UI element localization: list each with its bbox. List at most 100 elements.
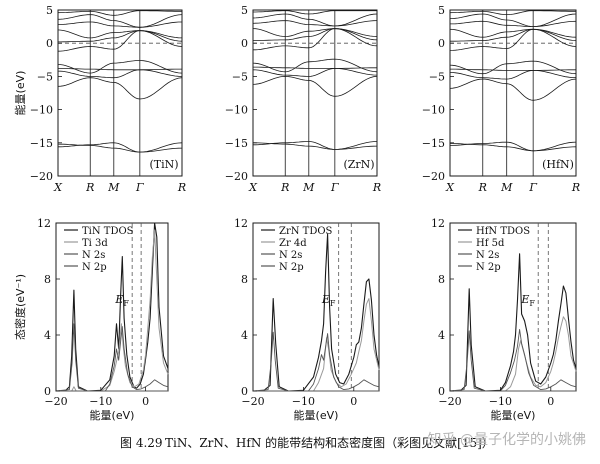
kpoint-label: R <box>372 181 381 194</box>
y-tick-label: 4 <box>241 329 248 342</box>
band-line <box>58 21 182 28</box>
band-line <box>449 69 577 80</box>
band-line <box>449 141 577 152</box>
y-tick-label: −15 <box>225 137 248 150</box>
kpoint-label: X <box>53 181 63 194</box>
y-tick-label: 8 <box>44 273 51 286</box>
y-tick-label: −5 <box>37 70 53 83</box>
band-line <box>450 20 577 27</box>
legend-label: N 2s <box>279 250 302 261</box>
band-line <box>253 66 377 69</box>
band-line <box>253 10 377 15</box>
kpoint-label: R <box>177 181 186 194</box>
band-line <box>57 14 183 28</box>
y-tick-label: 0 <box>46 37 53 50</box>
watermark: 知乎 @量子化学的小姚佛 <box>427 432 586 448</box>
y-tick-label: 8 <box>241 273 248 286</box>
y-tick-label: −20 <box>30 170 53 183</box>
band-line <box>58 30 183 43</box>
band-line <box>449 28 577 38</box>
x-tick-label: −20 <box>438 395 461 408</box>
dos-series-1 <box>253 298 380 392</box>
dos-series-2 <box>252 331 379 392</box>
y-tick-label: 12 <box>431 217 445 230</box>
dos-y-axis-label: 态密度(eV⁻¹) <box>13 274 27 340</box>
legend-label: HfN TDOS <box>476 226 530 237</box>
y-tick-label: 0 <box>241 385 248 398</box>
kpoint-label: R <box>571 181 580 194</box>
dos-series-0 <box>450 253 577 392</box>
legend-label: N 2s <box>476 250 499 261</box>
dos-x-axis-label: 能量(eV) <box>90 408 135 422</box>
y-tick-label: −20 <box>422 170 445 183</box>
y-tick-label: −10 <box>225 104 248 117</box>
legend-label: N 2s <box>82 250 105 261</box>
kpoint-label: M <box>302 181 315 194</box>
y-tick-label: −5 <box>429 70 445 83</box>
band-line <box>449 28 577 51</box>
y-tick-label: 4 <box>438 329 445 342</box>
band-line <box>57 30 183 52</box>
kpoint-label: R <box>280 181 289 194</box>
fermi-annotation-subscript: F <box>123 299 129 308</box>
y-tick-label: 8 <box>438 273 445 286</box>
band-line <box>58 68 182 71</box>
band-line <box>252 75 378 97</box>
legend-label: Zr 4d <box>279 238 307 249</box>
fermi-annotation: EF <box>520 293 535 308</box>
band-line <box>252 20 378 27</box>
x-tick-label: 0 <box>142 395 149 408</box>
legend-label: N 2p <box>476 262 501 273</box>
band-line <box>252 58 378 73</box>
kpoint-label: R <box>478 181 487 194</box>
band-line <box>450 13 577 28</box>
kpoint-label: X <box>248 181 258 194</box>
fermi-annotation: EF <box>114 293 129 308</box>
dos-series-3 <box>56 326 169 392</box>
y-tick-label: 5 <box>241 4 248 17</box>
y-tick-label: 0 <box>438 37 445 50</box>
x-tick-label: −20 <box>241 395 264 408</box>
band-line <box>58 142 183 153</box>
legend-label: TiN TDOS <box>82 226 134 237</box>
fermi-annotation-subscript: F <box>330 299 336 308</box>
band-line <box>253 28 378 51</box>
kpoint-label: M <box>500 181 513 194</box>
y-tick-label: −10 <box>422 104 445 117</box>
x-tick-label: −20 <box>44 395 67 408</box>
x-tick-label: 0 <box>350 395 357 408</box>
band-line <box>57 69 183 79</box>
band-frame <box>252 9 378 177</box>
dos-x-axis-label: 能量(eV) <box>491 408 536 422</box>
band-line <box>57 77 183 100</box>
band-line <box>450 68 576 71</box>
band-line <box>57 60 183 74</box>
legend-label: ZrN TDOS <box>279 226 333 237</box>
y-tick-label: 4 <box>44 329 51 342</box>
kpoint-label: M <box>107 181 120 194</box>
band-line <box>450 143 577 152</box>
panel-label: (HfN) <box>542 158 574 171</box>
panel-label: (TiN) <box>149 158 178 171</box>
band-line <box>252 13 378 27</box>
band-line <box>449 78 577 101</box>
y-tick-label: 0 <box>438 385 445 398</box>
fermi-annotation-subscript: F <box>529 299 535 308</box>
dos-series-3 <box>253 333 380 392</box>
y-tick-label: 0 <box>44 385 51 398</box>
kpoint-label: X <box>445 181 455 194</box>
figure-caption-text: TiN、ZrN、HfN 的能带结构和态密度图（彩图见文献[15]） <box>165 436 494 450</box>
y-tick-label: 12 <box>37 217 51 230</box>
band-line <box>449 10 576 15</box>
y-tick-label: 12 <box>234 217 248 230</box>
band-line <box>449 60 577 75</box>
band-line <box>253 28 378 41</box>
figure-number: 图 4.29 <box>120 436 163 450</box>
legend-label: N 2p <box>279 262 304 273</box>
x-tick-label: −10 <box>292 395 315 408</box>
